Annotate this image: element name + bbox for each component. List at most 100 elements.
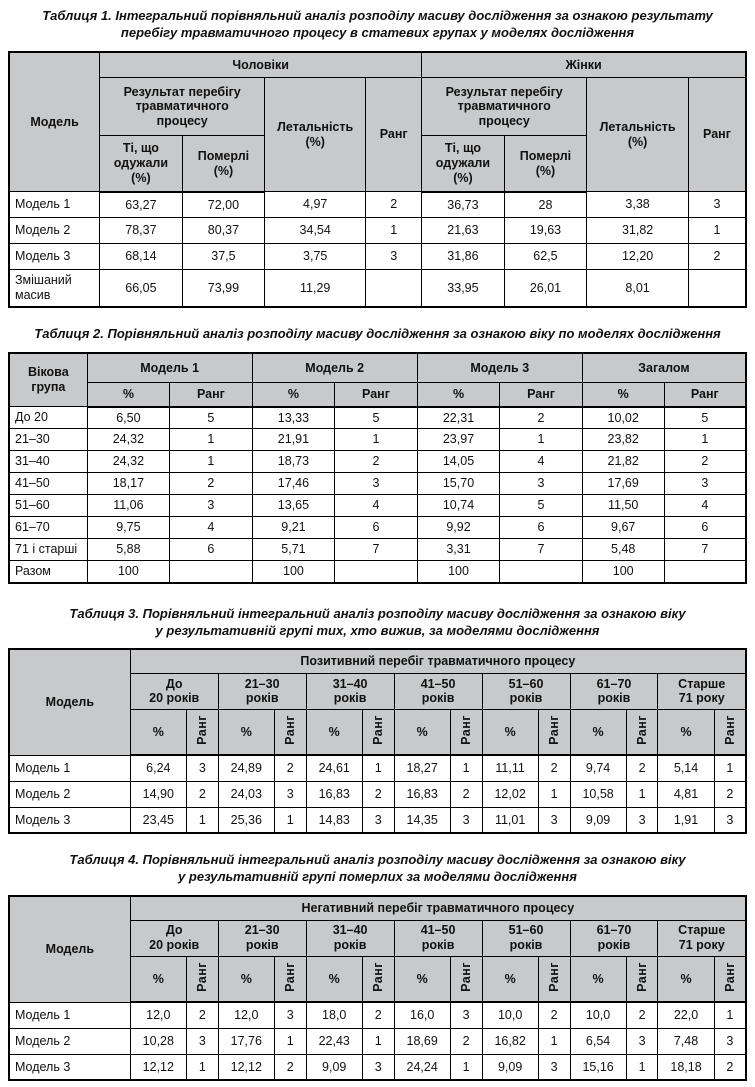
header-cell: Ранг — [663, 382, 747, 408]
header-cell: Ті, що одужали (%) — [421, 135, 505, 193]
value-cell: 12,12 — [129, 1053, 187, 1081]
header-cell: Модель 1 — [86, 352, 253, 384]
header-row: % Ранг% Ранг% Ранг% Ранг% Ранг% Ранг% Ранг — [9, 955, 747, 1004]
value-cell: 17,76 — [217, 1027, 275, 1055]
value-cell: 2 — [185, 780, 219, 808]
table-row: 51–60 11,06 3 13,65 4 10,74 5 11,50 4 — [8, 494, 747, 518]
value-cell: 23,97 — [416, 428, 501, 452]
header-cell: До 20 років — [129, 919, 219, 957]
header-row: Вікова група Модель 1 Модель 2 Модель 3 Зага… — [8, 352, 747, 408]
value-cell: 18,0 — [305, 1001, 363, 1029]
row-label: 71 і старші — [8, 538, 88, 562]
header-row: Ті, що одужали (%) Померлі (%) Ті, що одуж… — [9, 135, 746, 193]
value-cell: 19,63 — [503, 217, 588, 245]
header-cell: 61–70 років — [569, 672, 659, 710]
value-cell: 1 — [361, 1027, 395, 1055]
vertical-header-label: Ранг — [370, 715, 385, 746]
header-cell: Померлі (%) — [181, 135, 266, 193]
row-label: Модель 2 — [8, 1027, 131, 1055]
value-cell: 34,54 — [264, 217, 367, 245]
header-row: % Ранг% Ранг% Ранг% Ранг — [9, 382, 747, 408]
value-cell: 24,32 — [86, 428, 171, 452]
header-cell: Жінки — [421, 51, 747, 79]
vertical-header-cell: Ранг — [713, 708, 747, 757]
table-row: Разом 100 100 100 100 — [8, 560, 747, 584]
header-cell: % — [393, 708, 451, 757]
vertical-header-label: Ранг — [195, 962, 210, 993]
table-4: Модель Негативний перебіг травматичного п… — [8, 895, 747, 1082]
header-cell: Позитивний перебіг травматичного процесу — [129, 648, 747, 674]
value-cell: 1 — [185, 1053, 219, 1081]
row-label: До 20 — [8, 406, 88, 430]
value-cell: 31,82 — [586, 217, 689, 245]
value-cell: 10,0 — [569, 1001, 627, 1029]
value-cell: 13,65 — [251, 494, 336, 518]
table-4-section: Таблиця 4. Порівняльний інтегральний ана… — [8, 852, 747, 1082]
value-cell: 2 — [713, 1053, 747, 1081]
vertical-header-label: Ранг — [283, 962, 297, 993]
value-cell: 3 — [625, 806, 659, 834]
row-label: Разом — [8, 560, 88, 584]
value-cell: 68,14 — [99, 243, 183, 271]
value-cell: 3 — [273, 1001, 307, 1029]
value-cell: 9,09 — [569, 806, 627, 834]
value-cell: 14,83 — [305, 806, 363, 834]
value-cell: 66,05 — [99, 269, 183, 308]
value-cell: 2 — [185, 1001, 219, 1029]
vertical-header-label: Ранг — [458, 962, 473, 993]
value-cell: 9,09 — [305, 1053, 363, 1081]
value-cell: 16,82 — [481, 1027, 539, 1055]
value-cell: 1 — [449, 1053, 483, 1081]
value-cell — [334, 560, 418, 584]
header-row: Результат перебігу травматичного процесу… — [9, 77, 747, 193]
vertical-header-label: Ранг — [546, 962, 561, 993]
table-row: 71 і старші 5,88 6 5,71 7 3,31 7 5,48 7 — [8, 538, 747, 562]
value-cell: 2 — [663, 450, 747, 474]
table-row: Модель 1 63,27 72,00 4,97 2 36,73 28 3,38 3 — [8, 191, 747, 219]
value-cell: 14,35 — [393, 806, 451, 834]
table-row: 31–40 24,32 1 18,73 2 14,05 4 21,82 2 — [8, 450, 747, 474]
header-row: До 20 років 21–30 років 31–40 років 41–50 р… — [9, 672, 747, 710]
value-cell: 73,99 — [181, 269, 266, 308]
table-row: Модель 2 14,90 2 24,03 3 16,83 2 16,83 2 12,02 1 10… — [8, 780, 747, 808]
value-cell: 1 — [185, 806, 219, 834]
header-cell: 61–70 років — [569, 919, 659, 957]
value-cell: 2 — [537, 1001, 571, 1029]
value-cell: 26,01 — [503, 269, 588, 308]
value-cell: 2 — [687, 243, 747, 271]
vertical-header-cell: Ранг — [185, 708, 219, 757]
vertical-header-cell: Ранг — [449, 955, 483, 1004]
table-row: Модель 1 12,0 2 12,0 3 18,0 2 16,0 3 10,0 2 10,0 2 22… — [8, 1001, 747, 1029]
header-cell: Ранг — [499, 382, 583, 408]
value-cell: 6 — [169, 538, 253, 562]
header-cell: Ранг — [169, 382, 253, 408]
value-cell: 10,02 — [581, 406, 665, 430]
row-label: Модель 1 — [8, 754, 131, 782]
value-cell: 17,46 — [251, 472, 336, 496]
vertical-header-cell: Ранг — [449, 708, 483, 757]
value-cell: 1 — [625, 1053, 659, 1081]
value-cell: 9,75 — [86, 516, 171, 540]
value-cell: 3 — [449, 1001, 483, 1029]
value-cell: 18,27 — [393, 754, 451, 782]
value-cell: 9,92 — [416, 516, 501, 540]
value-cell: 24,03 — [217, 780, 275, 808]
value-cell: 3 — [334, 472, 418, 496]
value-cell: 6,24 — [129, 754, 187, 782]
value-cell: 21,91 — [251, 428, 336, 452]
header-cell: Модель — [8, 648, 131, 756]
table-row: Змішаний масив 66,05 73,99 11,29 33,95 26,01 8… — [8, 269, 747, 308]
vertical-header-label: Ранг — [722, 715, 737, 746]
value-cell: 2 — [273, 1053, 307, 1081]
row-label: Модель 3 — [8, 1053, 131, 1081]
value-cell: 3 — [713, 806, 747, 834]
table-row: 61–70 9,75 4 9,21 6 9,92 6 9,67 6 — [8, 516, 747, 540]
row-label: 31–40 — [8, 450, 88, 474]
header-cell: % — [569, 955, 627, 1004]
value-cell: 1 — [334, 428, 418, 452]
value-cell: 7 — [663, 538, 747, 562]
table-row: Модель 2 78,37 80,37 34,54 1 21,63 19,63 31,82 1 — [8, 217, 747, 245]
value-cell: 7 — [334, 538, 418, 562]
value-cell: 1 — [713, 754, 747, 782]
header-cell: Померлі (%) — [503, 135, 588, 193]
